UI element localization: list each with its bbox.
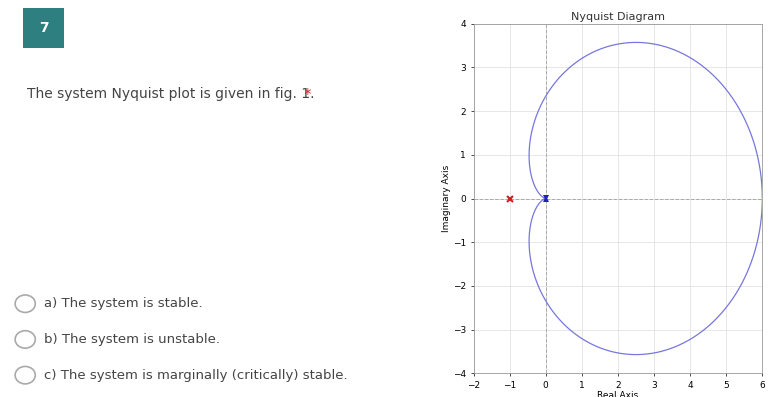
FancyBboxPatch shape xyxy=(23,8,64,48)
Text: c) The system is marginally (critically) stable.: c) The system is marginally (critically)… xyxy=(44,369,347,382)
Text: b) The system is unstable.: b) The system is unstable. xyxy=(44,333,219,346)
Y-axis label: Imaginary Axis: Imaginary Axis xyxy=(442,165,451,232)
Text: The system Nyquist plot is given in fig. 1.: The system Nyquist plot is given in fig.… xyxy=(28,87,315,101)
Title: Nyquist Diagram: Nyquist Diagram xyxy=(571,12,665,22)
FancyBboxPatch shape xyxy=(0,278,458,397)
Text: a) The system is stable.: a) The system is stable. xyxy=(44,297,203,310)
Text: *: * xyxy=(300,87,311,101)
Text: 7: 7 xyxy=(38,21,49,35)
X-axis label: Real Axis: Real Axis xyxy=(598,391,638,397)
